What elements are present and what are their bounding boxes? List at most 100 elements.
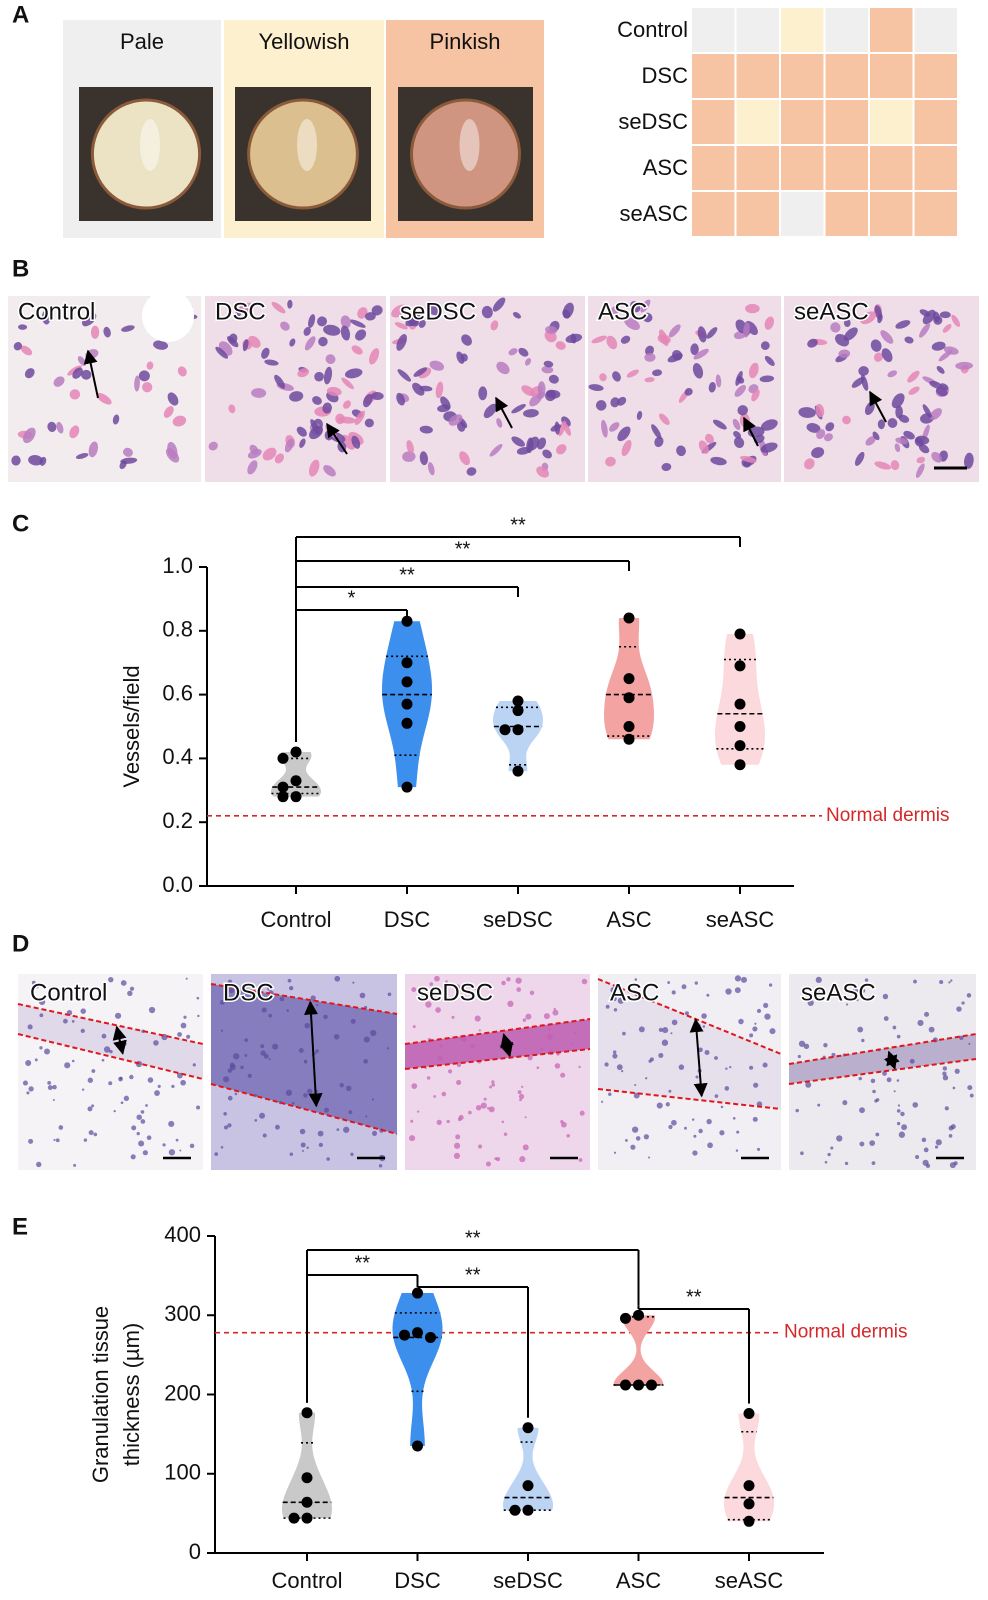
cell-nucleus	[591, 335, 607, 344]
data-point	[301, 1407, 313, 1419]
tissue-dot	[171, 1084, 175, 1089]
cell-nucleus	[56, 421, 64, 434]
data-point	[401, 657, 413, 669]
cell-nucleus	[816, 429, 826, 440]
tissue-dot	[949, 1162, 956, 1169]
tissue-dot	[944, 1106, 949, 1111]
y-tick-label: 0.2	[162, 808, 193, 833]
cell-nucleus	[435, 381, 444, 399]
tissue-dot	[517, 1090, 522, 1095]
tissue-dot	[714, 1056, 718, 1060]
row-label: seASC	[620, 201, 689, 226]
tissue-dot	[326, 1157, 330, 1161]
tissue-dot	[658, 1027, 664, 1033]
tissue-dot	[769, 1028, 776, 1035]
tissue-dot	[122, 1042, 127, 1046]
tissue-dot	[754, 1022, 757, 1025]
data-point	[401, 676, 413, 688]
cell-nucleus	[870, 339, 882, 352]
tissue-dot	[179, 1149, 182, 1152]
cell-nucleus	[483, 403, 497, 419]
tissue-dot	[177, 1032, 182, 1037]
tissue-dot	[454, 984, 461, 990]
cell-nucleus	[274, 453, 285, 464]
cell-nucleus	[527, 436, 540, 451]
tissue-dot	[864, 978, 869, 982]
tissue-dot	[506, 977, 511, 982]
cell-nucleus	[351, 345, 363, 355]
y-axis-label: thickness (µm)	[119, 1323, 144, 1466]
tissue-dot	[923, 1147, 929, 1153]
tissue-dot	[579, 1110, 585, 1116]
tissue-dot	[365, 1115, 368, 1118]
tissue-dot	[762, 1062, 768, 1068]
tissue-dot	[474, 987, 478, 991]
cell-nucleus	[280, 321, 290, 331]
data-point	[734, 740, 746, 752]
violin	[613, 1315, 664, 1385]
cell-nucleus	[262, 447, 277, 461]
tissue-dot	[616, 1064, 623, 1071]
cell-nucleus	[605, 456, 616, 467]
tissue-dot	[581, 978, 588, 985]
cell-nucleus	[556, 444, 567, 455]
cell-nucleus	[508, 348, 518, 356]
tissue-dot	[433, 1095, 437, 1098]
tissue-dot	[437, 1055, 443, 1062]
tissue-dot	[411, 987, 417, 992]
vessel-lumen	[142, 290, 194, 342]
tissue-dot	[856, 998, 859, 1002]
cell-nucleus	[588, 384, 604, 392]
tissue-dot	[638, 1026, 645, 1033]
x-tick-label: seDSC	[483, 907, 553, 932]
cell-nucleus	[626, 369, 639, 378]
cell-nucleus	[396, 334, 407, 351]
cell-nucleus	[492, 297, 506, 312]
tissue-dot	[861, 1038, 865, 1043]
cell-nucleus	[903, 430, 915, 440]
data-point	[401, 698, 413, 710]
y-tick-label: 0.8	[162, 617, 193, 642]
cell-nucleus	[658, 329, 669, 347]
tissue-dot	[409, 1135, 416, 1142]
tissue-dot	[333, 1034, 340, 1040]
cell-nucleus	[887, 370, 898, 378]
data-point	[646, 1379, 657, 1391]
tissue-dot	[934, 1145, 939, 1149]
cell-nucleus	[706, 327, 718, 339]
cell-nucleus	[53, 376, 65, 387]
significance: *	[348, 587, 356, 609]
appearance-label: Yellowish	[259, 29, 350, 54]
cell-nucleus	[289, 338, 296, 347]
heatmap-cell	[736, 54, 779, 98]
tissue-dot	[87, 1077, 94, 1083]
heatmap-cell	[825, 146, 868, 190]
y-tick-label: 400	[164, 1222, 201, 1247]
cell-nucleus	[112, 414, 120, 425]
cell-nucleus	[72, 367, 83, 379]
tissue-dot	[922, 1159, 929, 1166]
tissue-dot	[109, 1049, 113, 1054]
cell-nucleus	[69, 389, 81, 400]
cell-nucleus	[448, 414, 463, 426]
cell-nucleus	[806, 423, 821, 433]
tissue-dot	[113, 1109, 116, 1113]
cell-nucleus	[304, 336, 316, 351]
histology-label: Control	[30, 979, 107, 1006]
tissue-dot	[378, 1164, 383, 1168]
tissue-dot	[448, 1069, 453, 1074]
cell-nucleus	[261, 347, 270, 359]
tissue-dot	[735, 1149, 739, 1152]
tissue-dot	[488, 1106, 495, 1113]
cell-nucleus	[247, 449, 262, 459]
tissue-dot	[468, 1110, 472, 1115]
tissue-dot	[959, 1035, 964, 1040]
heatmap-cell	[781, 146, 824, 190]
tissue-dot	[223, 1111, 227, 1116]
tissue-dot	[756, 1008, 762, 1014]
heatmap-cell	[781, 192, 824, 236]
tissue-dot	[540, 1047, 543, 1051]
cell-nucleus	[349, 319, 366, 328]
tissue-dot	[573, 1031, 577, 1034]
thickness-arrow	[499, 1033, 514, 1058]
